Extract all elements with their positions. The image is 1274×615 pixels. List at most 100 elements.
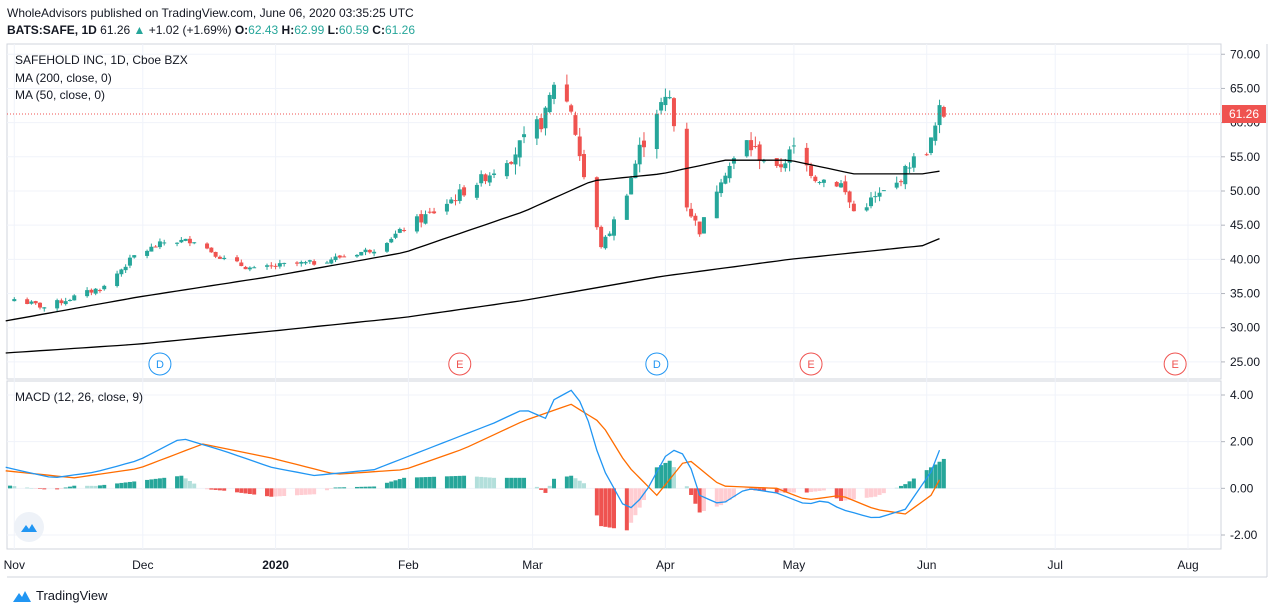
macd-histogram-bar [367,486,372,489]
candle-body [757,144,762,161]
candle-body [239,262,244,267]
macd-histogram-bar [299,488,304,496]
candle-body [393,233,398,238]
macd-histogram-bar [633,488,638,516]
candle-body [719,182,724,194]
candle-body [637,144,642,165]
candle-body [423,214,428,224]
candle-body [898,181,903,183]
macd-histogram-bar [102,484,107,489]
macd-line [5,389,941,519]
macd-histogram-bar [603,488,608,527]
candle-body [907,167,912,169]
candle-body [659,102,664,111]
price-tick-label: 65.00 [1230,81,1260,95]
open-label: O: [234,23,249,37]
macd-histogram-bar [757,488,762,491]
time-tick-label: Nov [4,558,25,572]
last-price-label: 61.26 [1229,107,1259,121]
candle-body [354,254,359,257]
legend-ma50[interactable]: MA (50, close, 0) [15,88,106,102]
candle-body [731,158,736,164]
macd-histogram-bar [157,478,162,489]
candle-body [145,250,150,256]
macd-pane [5,389,946,531]
low-value: 60.59 [338,23,369,37]
candle-body [744,140,749,157]
macd-histogram-bar [774,488,779,493]
macd-histogram-bar [873,488,878,497]
macd-histogram-bar [222,488,227,491]
candle-body [783,163,788,169]
macd-histogram-bar [727,488,732,500]
candle-body [217,256,222,259]
close-label: C: [372,23,385,37]
candle-body [504,163,509,177]
candle-body [787,149,792,163]
candle-body [235,257,240,262]
candle-body [689,208,694,217]
candle-body [701,217,706,234]
candle-body [924,154,929,156]
macd-histogram-bar [25,487,30,489]
macd-histogram-bar [513,477,518,489]
candle-body [183,238,188,241]
candle-body [63,301,68,305]
macd-histogram-bar [693,488,698,504]
candle-body [749,140,754,151]
candle-body [449,199,454,204]
candle-body [761,160,766,162]
macd-histogram-bar [37,488,42,489]
event-marker-e-icon [799,352,823,376]
legend-ma200[interactable]: MA (200, close, 0) [15,71,112,85]
macd-histogram-bar [8,485,12,489]
candle-body [372,251,377,254]
macd-histogram-bar [629,488,634,523]
tradingview-badge-icon[interactable] [14,512,44,542]
candle-body [834,182,839,187]
candle-body [402,230,407,232]
candle-body [611,219,616,236]
low-label: L: [327,23,339,37]
macd-histogram-bar [543,488,548,493]
macd-histogram-bar [72,485,77,489]
candle-body [295,262,300,264]
open-value: 62.43 [248,23,279,37]
macd-histogram-bar [479,476,484,489]
candle-body [342,256,347,258]
price-tick-label: 40.00 [1230,252,1260,266]
candle-body [205,243,210,249]
candle-body [252,267,257,269]
macd-histogram-bar [414,477,419,489]
candle-body [641,140,646,148]
macd-histogram-bar [869,488,874,498]
macd-histogram-bar [282,488,287,496]
macd-histogram-bar [594,488,599,516]
time-tick-label: Aug [1177,558,1198,572]
candle-body [839,183,844,188]
price-tick-label: 55.00 [1230,150,1260,164]
macd-histogram-bar [89,485,94,489]
event-marker-label: D [156,359,164,371]
candle-body [273,265,278,267]
macd-histogram-bar [539,488,544,490]
macd-histogram-bar [864,488,869,498]
candle-body [157,241,162,248]
legend-macd[interactable]: MACD (12, 26, close, 9) [15,390,144,404]
macd-histogram-bar [509,477,514,489]
price-pane-border [6,43,1222,380]
macd-histogram-bar [183,478,188,489]
candle-body [517,140,522,158]
candle-body [89,289,94,293]
price-tick-label: 30.00 [1230,321,1260,335]
tradingview-logo-icon [13,590,31,602]
candle-body [457,189,462,201]
macd-histogram-bar [671,467,676,489]
candle-body [67,299,72,302]
macd-histogram-bar [127,481,132,489]
macd-histogram-bar [877,488,882,495]
candle-body [93,288,98,294]
macd-histogram-bar [637,488,642,508]
macd-histogram-bar [898,485,903,489]
macd-histogram-bar [97,485,102,489]
